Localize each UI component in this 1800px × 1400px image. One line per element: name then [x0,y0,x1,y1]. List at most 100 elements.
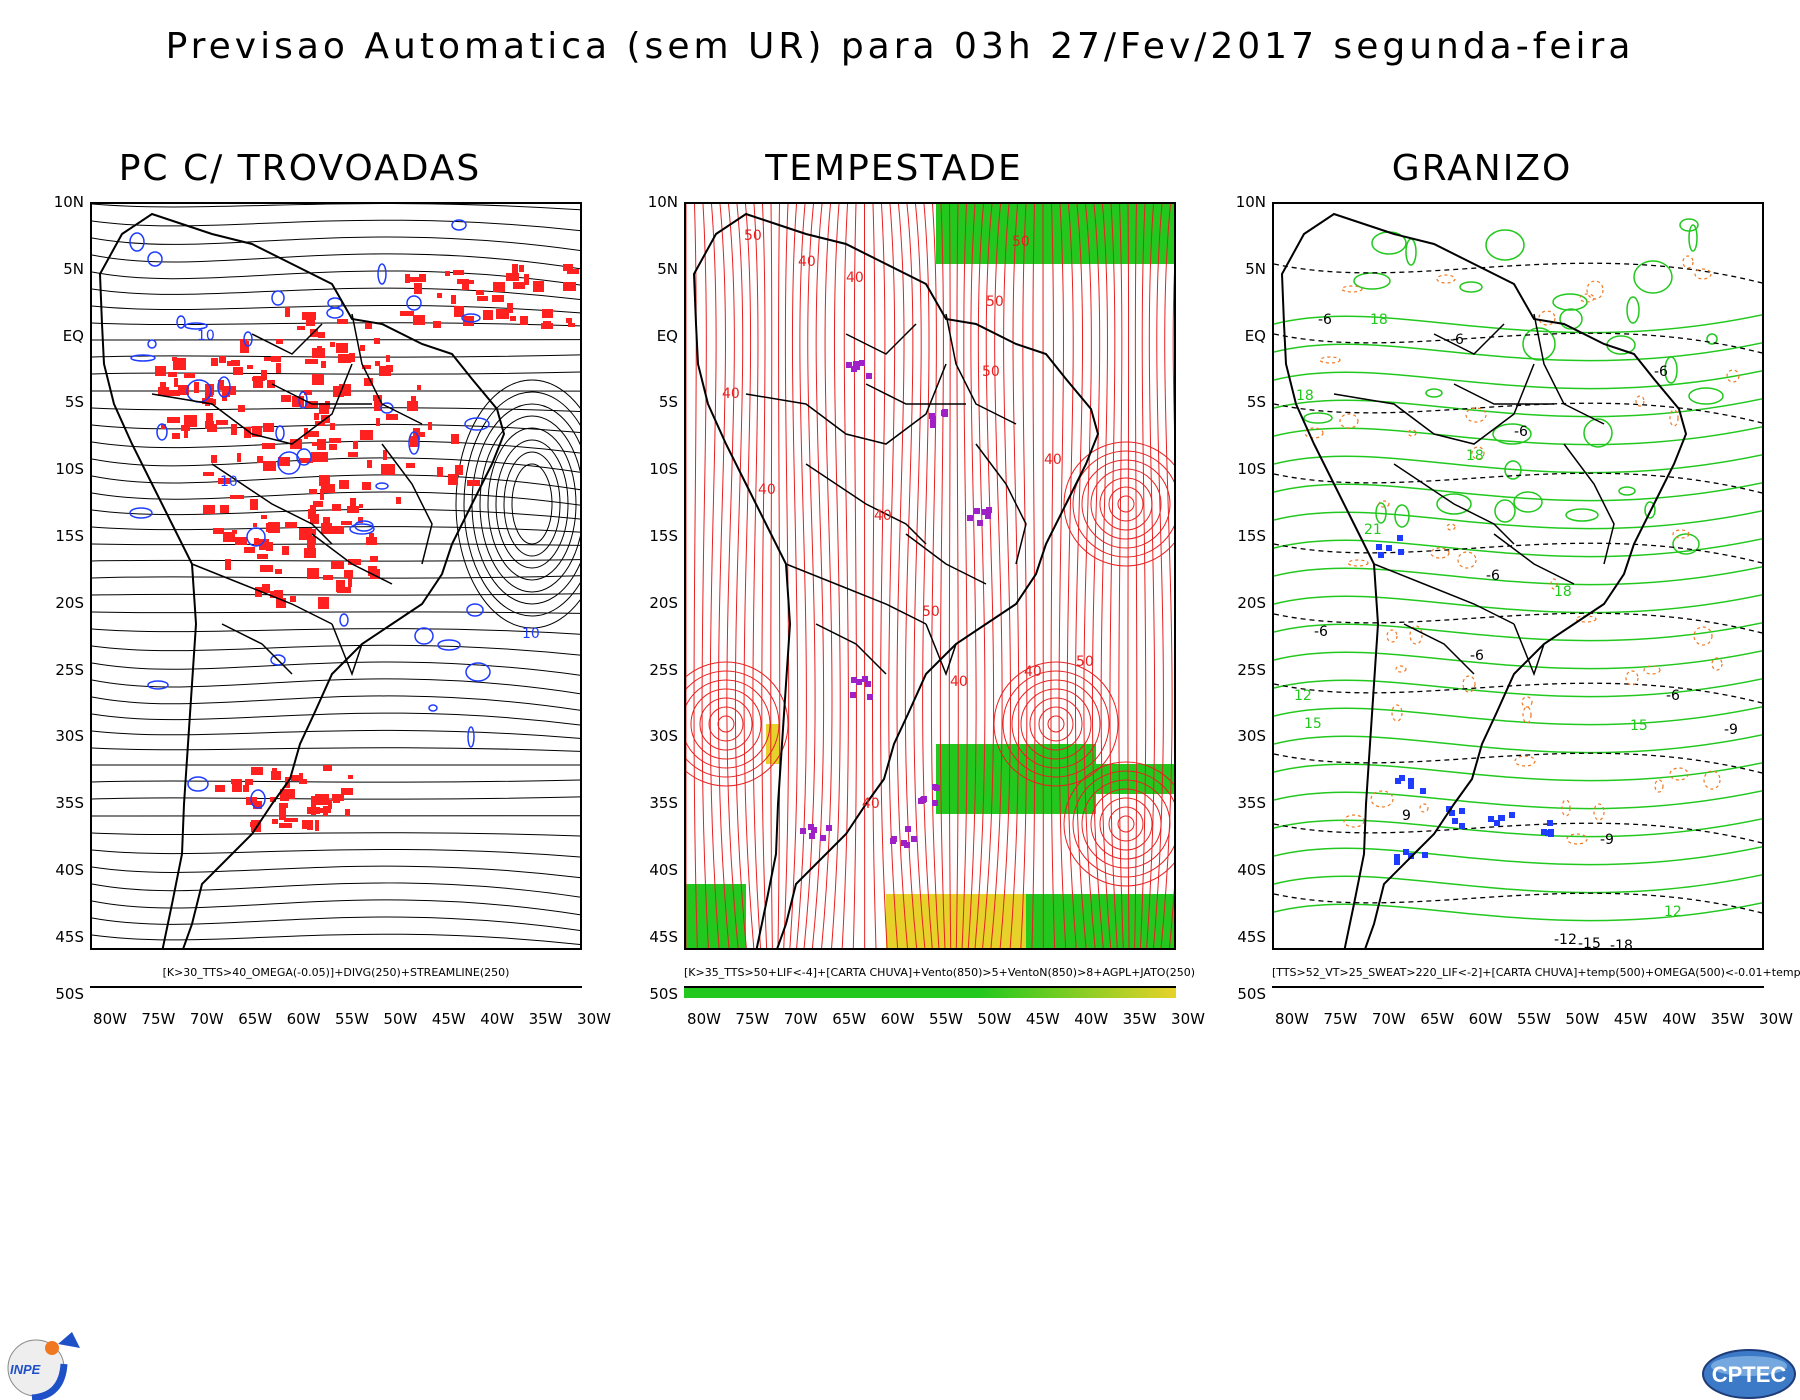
panel-title: PC C/ TROVOADAS [118,148,482,189]
contour-labels: 50 40 40 50 50 40 50 40 40 40 50 40 40 5… [722,228,1094,812]
convection-cell [172,357,177,361]
hail-cell [1545,830,1551,836]
contour-label: 50 [922,604,940,620]
convection-cell [304,390,312,395]
convection-cell [333,386,344,397]
convection-cell [320,489,324,500]
country-border [271,383,372,405]
convection-cell [230,495,244,499]
convection-cell [358,517,363,523]
hail-cell [1494,820,1500,826]
divergence-contour [246,527,266,547]
longitude-label: 80W [93,1010,127,1028]
convection-cell [386,355,390,362]
convection-cell [235,537,247,545]
convection-cell [496,309,509,319]
temperature-850-contour [1274,426,1762,446]
hail-cell [1509,812,1515,818]
streamline [693,204,698,948]
temperature-500-contour [1274,402,1762,424]
streamline [92,593,580,596]
country-border [1433,323,1505,355]
convection-cell [222,389,227,401]
convection-cell [218,380,224,390]
convection-cell [266,526,271,532]
longitude-label: 65W [832,1010,867,1028]
streamline [1168,270,1174,948]
country-border [975,443,1027,565]
convection-cell [231,779,242,784]
temperature-850-contour [1274,370,1762,390]
latitude-label: 10N [647,193,678,211]
convection-cell [367,460,372,468]
convection-cell [237,453,241,462]
map-bottom-strip [684,986,1176,998]
streamline [1109,204,1118,948]
longitude-label: 75W [1323,1010,1358,1028]
contour-label: 10 [197,328,215,344]
convection-cell [467,480,480,486]
convection-cell [369,533,374,538]
panel-title: GRANIZO [1391,148,1573,189]
convection-cell [376,418,380,426]
streamline [955,204,959,948]
convection-cell [492,295,504,302]
temperature-500-contour [1274,892,1762,914]
longitude-label: 35W [1710,1010,1745,1028]
longitude-label: 50W [1565,1010,1600,1028]
streamline-vortex [455,379,580,629]
divergence-contour [217,376,231,398]
storm-cell [920,797,926,803]
hail-cell [1422,852,1428,858]
convection-cell [282,546,289,555]
country-border [815,623,887,675]
divergence-contour [129,232,145,252]
convection-cell [323,517,330,526]
map-frame: -6 -6 -6 -6 18 18 18 21 -6 -6 18 15 12 1… [1272,202,1764,950]
convection-cell [290,596,296,602]
convection-cell [257,554,268,559]
convection-cell [274,590,283,598]
streamline [930,204,940,948]
streamline [982,204,995,948]
convection-cell [231,360,240,366]
temperature-850-contour [1274,818,1762,838]
convection-cell [253,376,263,388]
streamline [92,628,580,635]
storm-cell [854,364,860,370]
convection-cell [166,390,180,396]
map-bottom-strip [1272,986,1764,998]
streamline [92,899,580,916]
coastline-south-america [1280,212,1688,948]
divergence-contour [270,654,286,666]
streamline [922,204,933,948]
convection-cell [349,353,355,362]
streamline [734,204,747,948]
country-border [845,323,917,355]
temperature-850-contour [1274,538,1762,558]
country-border [1333,363,1535,445]
convection-cell [417,385,421,390]
convection-cell [244,427,251,438]
omega-contour [1538,310,1556,326]
convection-cell [312,348,325,358]
temperature-850-contour [1492,423,1532,445]
contour-label: 40 [874,508,892,524]
contour-label: 40 [950,674,968,690]
convection-cell [270,591,278,598]
omega-contour [1672,529,1690,539]
hail-cell [1386,545,1392,551]
temperature-500-contour [1274,332,1762,354]
omega-contour [1395,665,1407,673]
convection-cell [207,424,217,432]
convection-cell [251,767,263,775]
convection-cell [348,559,361,565]
divergence-contour [147,339,157,349]
contour-label: -9 [1600,832,1614,848]
latitude-label: 30S [649,727,678,746]
convection-cell [462,279,469,290]
temperature-850-contour [1274,482,1762,502]
streamline [92,322,580,327]
streamline-vortex [1072,450,1174,558]
coastline-south-america [98,212,506,948]
